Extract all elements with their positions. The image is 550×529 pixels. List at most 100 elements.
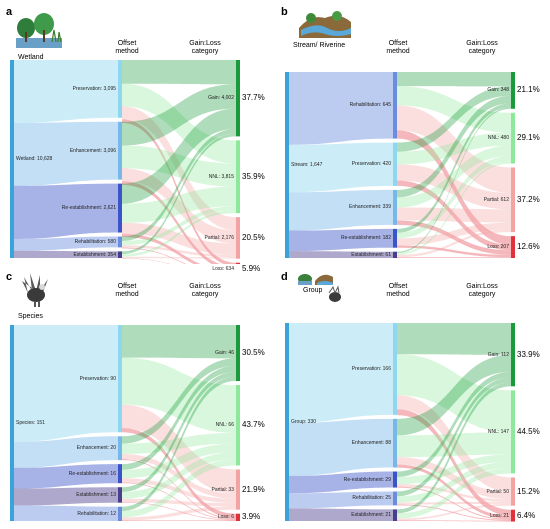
method-category-link (397, 382, 511, 514)
panel-group: d Group Offset method Gain:Loss category G… (275, 265, 550, 529)
method-category-link (122, 365, 236, 470)
sankey-diagram (10, 60, 240, 264)
method-category-link (397, 371, 511, 477)
category-percentage: 20.5% (242, 232, 265, 242)
sage-grouse-icon (22, 273, 48, 307)
source-method-link (289, 189, 393, 231)
method-node-reestablishment (393, 471, 397, 488)
category-node-partial (236, 217, 240, 259)
method-label: Rehabilitation: 12 (77, 510, 116, 517)
method-category-link (122, 325, 236, 359)
source-method-link (14, 464, 118, 489)
source-label: Wetland: 10,628 (16, 156, 53, 162)
method-category-link (122, 222, 236, 255)
gain-loss-header: Gain:Loss category (189, 283, 221, 299)
method-category-link (122, 84, 236, 146)
method-category-link (397, 229, 511, 258)
method-label: Preservation: 166 (351, 365, 391, 372)
category-node-loss (511, 236, 515, 258)
method-label: Enhancement: 88 (351, 440, 391, 447)
source-method-link (289, 471, 393, 494)
category-label: NNL: 3,815 (208, 173, 234, 180)
method-category-link (397, 457, 511, 500)
category-node-loss (236, 262, 240, 264)
method-category-link (397, 501, 511, 505)
source-node (10, 60, 14, 258)
category-node-partial (511, 167, 515, 233)
method-category-link (122, 459, 236, 518)
method-category-link (397, 454, 511, 485)
wetland-icon (16, 13, 62, 48)
source-label: Stream: 1,647 (291, 162, 323, 168)
method-category-link (397, 503, 511, 521)
method-category-link (122, 358, 236, 444)
category-label: Partial: 50 (486, 488, 509, 495)
category-percentage: 37.7% (242, 93, 265, 103)
panel-stream: b Stream/ Riverine Offset method Gain:Los… (275, 0, 550, 264)
method-category-link (122, 357, 236, 433)
method-node-rehabilitation (118, 506, 122, 521)
stream-icon (299, 11, 351, 38)
source-node (285, 72, 289, 258)
method-label: Establishment: 354 (73, 251, 116, 258)
category-percentage: 21.1% (517, 85, 540, 95)
category-node-loss (236, 513, 240, 521)
category-percentage: 21.9% (242, 484, 265, 494)
category-percentage: 44.5% (517, 426, 540, 436)
category-label: Partial: 612 (483, 196, 509, 203)
source-method-link (289, 142, 393, 193)
method-category-link (397, 220, 511, 255)
category-label: Partial: 2,176 (204, 234, 234, 241)
source-method-link (14, 236, 118, 251)
category-node-gain (236, 60, 240, 137)
source-method-link (14, 60, 118, 123)
source-method-link (14, 436, 118, 468)
method-category-link (397, 432, 511, 458)
category-node-gain (236, 325, 240, 382)
group-label: Group (303, 287, 323, 294)
category-percentage: 33.9% (517, 349, 540, 359)
category-node-partial (511, 477, 515, 506)
method-node-reestablishment (118, 183, 122, 233)
method-category-link (122, 520, 236, 521)
method-category-link (122, 428, 236, 519)
method-node-preservation (393, 323, 397, 415)
method-node-enhancement (118, 436, 122, 461)
source-node (10, 325, 14, 521)
category-percentage: 5.9% (242, 263, 261, 273)
offset-method-header: Offset method (386, 283, 410, 299)
method-label: Preservation: 420 (351, 161, 391, 168)
panel-species: c Species Offset method Gain:Loss category… (0, 265, 275, 529)
category-percentage: 30.5% (242, 348, 265, 358)
method-category-link (122, 371, 236, 492)
method-category-link (122, 186, 236, 223)
method-label: Re-establishment: 182 (340, 235, 391, 242)
category-label: Loss: 6 (217, 514, 234, 521)
method-label: Preservation: 90 (79, 375, 116, 382)
method-category-link (122, 482, 236, 520)
method-category-link (397, 207, 511, 223)
method-category-link (122, 245, 236, 258)
category-node-nnl (511, 390, 515, 474)
source-method-link (289, 491, 393, 509)
method-node-reestablishment (393, 228, 397, 248)
method-node-establishment (393, 509, 397, 521)
category-label: Gain: 46 (215, 350, 234, 357)
category-node-gain (511, 72, 515, 109)
method-category-link (397, 504, 511, 521)
method-category-link (397, 180, 511, 251)
method-category-link (397, 95, 511, 198)
group-label: Wetland (18, 54, 44, 61)
method-node-establishment (393, 251, 397, 258)
source-method-link (14, 121, 118, 186)
source-method-link (14, 250, 118, 258)
method-category-link (397, 395, 511, 492)
method-label: Establishment: 13 (76, 491, 116, 498)
method-node-establishment (118, 487, 122, 503)
panel-letter: c (6, 271, 13, 283)
method-node-establishment (118, 251, 122, 258)
group-label: Species (18, 313, 43, 320)
method-node-enhancement (393, 189, 397, 225)
method-label: Establishment: 61 (351, 251, 391, 258)
category-label: Loss: 634 (212, 265, 234, 272)
